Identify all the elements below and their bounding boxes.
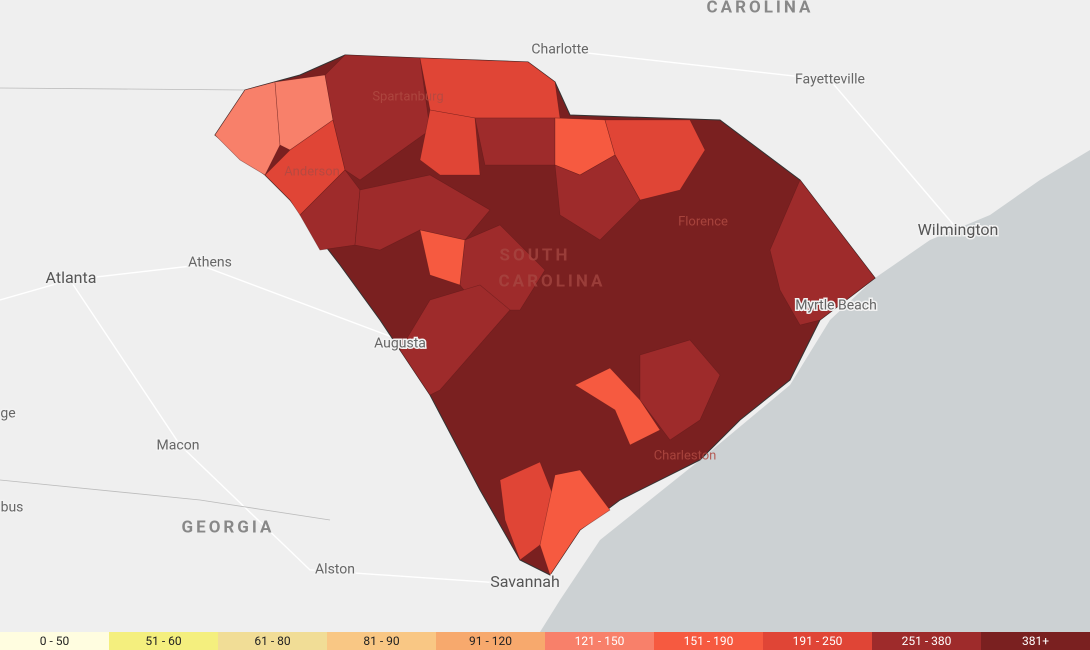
legend-label: 151 - 190 [684,634,734,648]
legend-label: 91 - 120 [469,634,512,648]
legend-label: 121 - 150 [575,634,625,648]
legend-label: 191 - 250 [793,634,843,648]
place-label: Atlanta [46,268,97,287]
legend-label: 61 - 80 [254,634,291,648]
legend-swatch [654,632,763,650]
county [574,367,661,446]
place-label: Alston [315,562,355,578]
place-label: bus [1,500,24,516]
county [419,109,481,176]
legend-swatch [436,632,545,650]
south-carolina [214,54,876,576]
place-label: Myrtle Beach [795,298,877,314]
overlay-label: SOUTH [500,245,571,265]
place-label: Athens [188,255,232,271]
place-label: Augusta [374,336,426,352]
legend-swatch [872,632,981,650]
county [324,54,431,181]
overlay-label: CAROLINA [499,271,606,291]
legend-swatch [109,632,218,650]
place-label: Charleston [654,448,717,463]
county [769,179,876,326]
labels: CAROLINA GEORGIA SOUTH CAROLINA Charlott… [0,0,1000,593]
legend-swatch [0,632,109,650]
legend-label: 51 - 60 [145,634,182,648]
legend-swatch [981,632,1090,650]
legend-swatch [327,632,436,650]
state-label: GEORGIA [182,517,275,537]
place-label: ge [0,406,15,422]
legend-label: 0 - 50 [40,634,70,648]
place-label: Macon [157,438,200,454]
place-label: Fayetteville [795,72,865,88]
legend-label: 251 - 380 [902,634,952,648]
legend-label: 381+ [1022,634,1049,648]
ocean [540,150,1090,632]
place-label: Anderson [284,164,340,179]
county [474,117,556,166]
place-label: Savannah [490,572,560,591]
state-label: CAROLINA [707,0,814,17]
county [399,284,511,396]
county [539,469,611,576]
place-label: Charlotte [531,42,588,58]
legend: 0 - 50 51 - 60 61 - 80 81 - 90 91 - 120 121 -… [0,632,1090,650]
legend-label: 81 - 90 [363,634,400,648]
place-label: Wilmington [918,220,999,239]
legend-swatch [545,632,654,650]
legend-swatch [218,632,327,650]
legend-swatch [763,632,872,650]
county [554,154,641,241]
place-label: Spartanburg [372,89,443,104]
place-label: Florence [678,214,728,229]
